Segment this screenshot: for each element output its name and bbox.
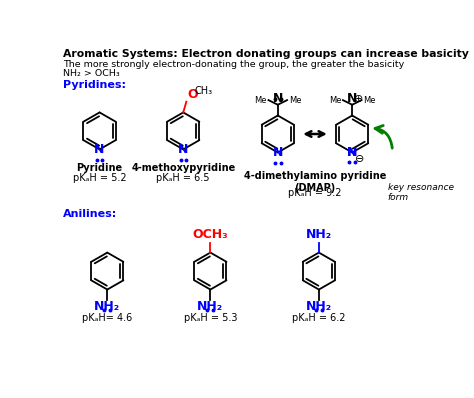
Text: O: O <box>187 88 198 101</box>
Text: NH₂: NH₂ <box>197 300 223 313</box>
Text: N: N <box>273 92 283 105</box>
Text: The more strongly electron-donating the group, the greater the basicity: The more strongly electron-donating the … <box>63 60 404 69</box>
Text: pKₐH = 9.2: pKₐH = 9.2 <box>288 188 342 198</box>
Text: NH₂: NH₂ <box>306 228 332 241</box>
Text: Pyridines:: Pyridines: <box>63 80 126 90</box>
Text: pKₐH = 5.2: pKₐH = 5.2 <box>73 173 127 183</box>
Text: Aromatic Systems: Electron donating groups can increase basicity: Aromatic Systems: Electron donating grou… <box>63 49 469 59</box>
Text: N: N <box>347 146 357 159</box>
Text: pKₐH= 4.6: pKₐH= 4.6 <box>82 313 132 324</box>
Text: CH₃: CH₃ <box>195 86 213 96</box>
Text: OCH₃: OCH₃ <box>192 228 228 241</box>
Text: 4-dimethylamino pyridine
(DMAP): 4-dimethylamino pyridine (DMAP) <box>244 171 386 193</box>
Text: Pyridine: Pyridine <box>76 163 123 173</box>
Text: Me: Me <box>255 96 267 105</box>
Text: Me: Me <box>329 96 341 105</box>
Text: Me: Me <box>363 96 375 105</box>
Text: NH₂ > OCH₃: NH₂ > OCH₃ <box>63 69 120 78</box>
Text: 4-methoxypyridine: 4-methoxypyridine <box>131 163 236 173</box>
Text: NH₂: NH₂ <box>306 300 332 313</box>
Text: Me: Me <box>289 96 301 105</box>
Text: ⊕: ⊕ <box>355 94 364 104</box>
Text: N: N <box>347 92 357 105</box>
Text: pKₐH = 5.3: pKₐH = 5.3 <box>183 313 237 324</box>
Text: Anilines:: Anilines: <box>63 209 118 219</box>
Text: ⊖: ⊖ <box>355 154 365 164</box>
Text: N: N <box>273 146 283 159</box>
Text: N: N <box>94 143 105 156</box>
Text: pKₐH = 6.5: pKₐH = 6.5 <box>156 173 210 183</box>
Text: N: N <box>347 146 357 159</box>
Text: NH₂: NH₂ <box>94 300 120 313</box>
Text: pKₐH = 6.2: pKₐH = 6.2 <box>292 313 346 324</box>
Text: key resonance
form: key resonance form <box>388 183 454 202</box>
Text: N: N <box>178 143 189 156</box>
